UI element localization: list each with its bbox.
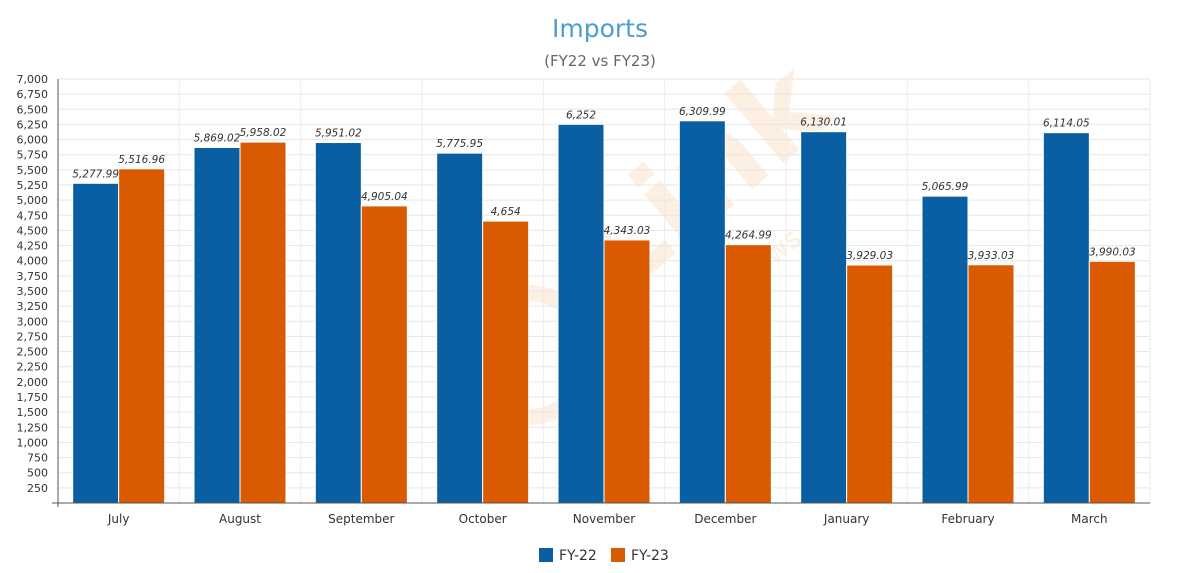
legend-swatch-fy-22 bbox=[539, 548, 553, 562]
bar-fy-22-august[interactable] bbox=[193, 147, 241, 504]
y-tick-label: 6,000 bbox=[17, 134, 49, 147]
bar-fy-23-november[interactable] bbox=[603, 239, 651, 504]
y-tick-label: 7,000 bbox=[17, 73, 49, 86]
bar-fy-23-october[interactable] bbox=[482, 220, 530, 504]
legend-label-fy-22[interactable]: FY-22 bbox=[559, 548, 597, 564]
bars bbox=[72, 120, 1136, 504]
legend-swatch-fy-23 bbox=[611, 548, 625, 562]
data-label: 5,065.99 bbox=[922, 181, 969, 193]
data-label: 4,905.04 bbox=[361, 191, 408, 203]
x-axis: July August September October November Decemb… bbox=[52, 502, 1150, 526]
y-tick-label: 5,000 bbox=[17, 194, 49, 207]
data-label: 5,958.02 bbox=[240, 127, 287, 139]
y-tick-label: 3,750 bbox=[17, 270, 49, 283]
x-tick-label: November bbox=[573, 512, 635, 526]
x-tick-label: September bbox=[328, 512, 394, 526]
bar-fy-23-august[interactable] bbox=[239, 141, 287, 504]
y-tick-label: 4,750 bbox=[17, 209, 49, 222]
x-tick-label: December bbox=[694, 512, 756, 526]
chart-title: Imports bbox=[552, 14, 648, 43]
legend: FY-22 FY-23 bbox=[539, 548, 669, 564]
y-tick-label: 750 bbox=[27, 452, 48, 465]
x-tick-label: January bbox=[823, 512, 870, 526]
x-tick-label: October bbox=[459, 512, 507, 526]
x-tick-label: August bbox=[219, 512, 261, 526]
data-label: 5,277.99 bbox=[72, 168, 119, 180]
data-label: 6,309.99 bbox=[679, 106, 726, 118]
x-tick-label: July bbox=[107, 512, 130, 526]
data-label: 4,264.99 bbox=[725, 230, 772, 242]
y-tick-label: 4,500 bbox=[17, 224, 49, 237]
y-tick-label: 2,500 bbox=[17, 346, 49, 359]
data-label: 5,775.95 bbox=[436, 138, 483, 150]
y-tick-label: 1,500 bbox=[17, 406, 49, 419]
y-tick-label: 500 bbox=[27, 467, 48, 480]
bar-fy-23-march[interactable] bbox=[1088, 260, 1136, 504]
y-tick-label: 1,750 bbox=[17, 391, 49, 404]
bar-fy-23-july[interactable] bbox=[118, 168, 166, 504]
bar-fy-22-january[interactable] bbox=[800, 131, 848, 504]
bar-fy-22-september[interactable] bbox=[314, 142, 362, 504]
bar-fy-23-february[interactable] bbox=[967, 264, 1015, 504]
y-tick-label: 5,500 bbox=[17, 164, 49, 177]
data-label: 6,130.01 bbox=[800, 117, 847, 129]
y-tick-label: 1,250 bbox=[17, 421, 49, 434]
y-tick-label: 250 bbox=[27, 482, 48, 495]
data-label: 6,252 bbox=[566, 109, 596, 121]
x-tick-label: March bbox=[1071, 512, 1108, 526]
y-tick-label: 6,750 bbox=[17, 88, 49, 101]
y-tick-label: 6,250 bbox=[17, 118, 49, 131]
bar-fy-22-february[interactable] bbox=[921, 195, 969, 504]
bar-fy-23-september[interactable] bbox=[360, 205, 408, 504]
bar-fy-22-october[interactable] bbox=[436, 152, 484, 504]
y-axis: 250 500 750 1,000 1,250 1,500 1,750 2,000 2,250 2… bbox=[17, 73, 59, 507]
y-tick-label: 2,000 bbox=[17, 376, 49, 389]
data-label: 4,343.03 bbox=[604, 225, 651, 237]
y-tick-label: 4,250 bbox=[17, 240, 49, 253]
bar-fy-22-july[interactable] bbox=[72, 182, 120, 504]
data-label: 5,951.02 bbox=[315, 128, 362, 140]
data-label: 3,990.03 bbox=[1089, 246, 1136, 258]
bar-fy-22-december[interactable] bbox=[678, 120, 726, 504]
data-label: 6,114.05 bbox=[1043, 118, 1090, 130]
data-label: 5,516.96 bbox=[118, 154, 165, 166]
y-tick-label: 6,500 bbox=[17, 103, 49, 116]
bar-fy-23-january[interactable] bbox=[846, 264, 894, 504]
y-tick-label: 5,750 bbox=[17, 149, 49, 162]
data-labels: 5,277.99 5,516.96 5,869.02 5,958.02 5,951.02… bbox=[72, 106, 1135, 262]
x-tick-label: February bbox=[941, 512, 994, 526]
chart-subtitle: (FY22 vs FY23) bbox=[544, 52, 656, 70]
y-tick-label: 2,250 bbox=[17, 361, 49, 374]
y-tick-label: 1,000 bbox=[17, 436, 49, 449]
bar-fy-22-march[interactable] bbox=[1042, 132, 1090, 504]
data-label: 3,933.03 bbox=[968, 250, 1015, 262]
y-tick-label: 5,250 bbox=[17, 179, 49, 192]
y-tick-label: 3,000 bbox=[17, 315, 49, 328]
data-label: 5,869.02 bbox=[194, 133, 241, 145]
y-tick-label: 2,750 bbox=[17, 330, 49, 343]
legend-label-fy-23[interactable]: FY-23 bbox=[631, 548, 669, 564]
data-label: 3,929.03 bbox=[846, 250, 893, 262]
bar-fy-23-december[interactable] bbox=[724, 244, 772, 504]
bar-fy-22-november[interactable] bbox=[557, 123, 605, 504]
data-label: 4,654 bbox=[491, 206, 521, 218]
y-tick-label: 4,000 bbox=[17, 255, 49, 268]
y-tick-label: 3,250 bbox=[17, 300, 49, 313]
y-tick-label: 3,500 bbox=[17, 285, 49, 298]
